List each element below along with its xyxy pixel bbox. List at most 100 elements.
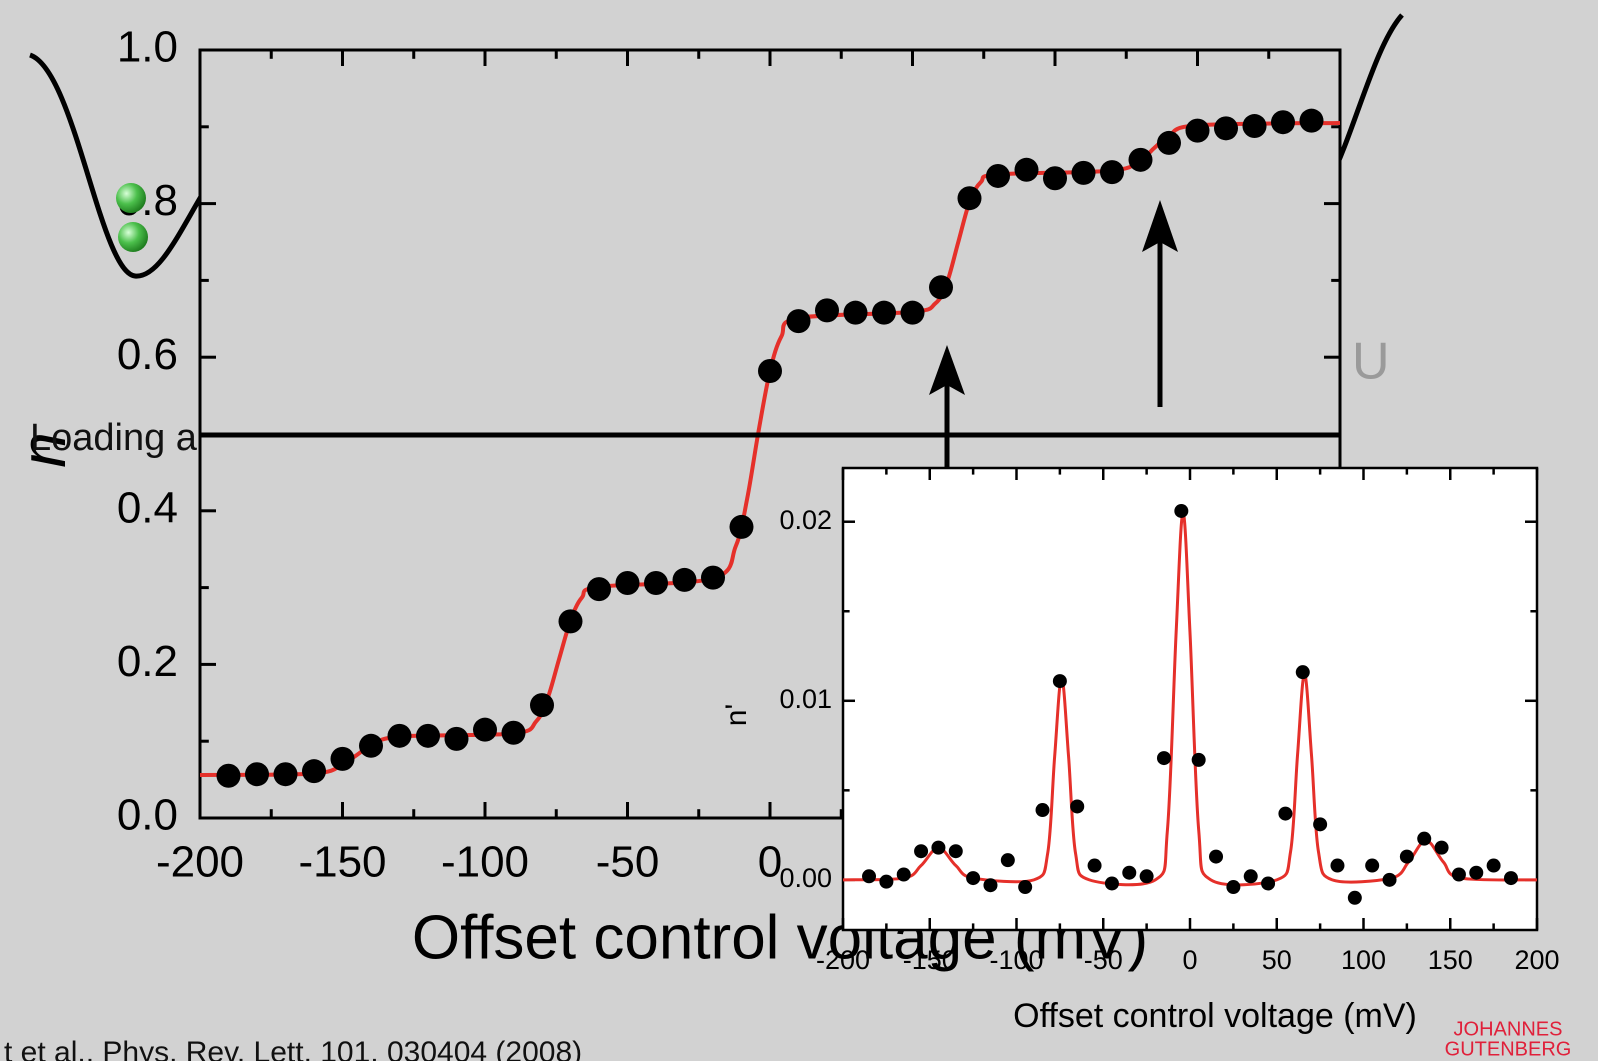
plot-frame <box>841 466 1539 932</box>
logo: JOHANNES <box>1454 1018 1563 1040</box>
y-tick-label: 0.6 <box>117 330 178 379</box>
inset-chart: -200 -150 -100 -50 0 50 100 150 200 0.00 0.01 0.02 O… <box>720 466 1560 1035</box>
x-tick-label: -100 <box>441 838 529 887</box>
data-point <box>879 874 894 889</box>
data-point <box>1417 831 1432 846</box>
data-point <box>587 577 611 602</box>
data-point <box>1128 147 1153 172</box>
data-point <box>672 567 697 592</box>
y-tick-label: 0.2 <box>117 637 178 686</box>
data-point <box>1261 876 1276 891</box>
data-point <box>929 275 953 300</box>
data-point <box>1018 880 1033 895</box>
x-tick-label: -200 <box>156 838 244 887</box>
data-point <box>1052 674 1067 689</box>
y-tick-label: 1.0 <box>117 23 178 72</box>
citation: t et al., Phys. Rev. Lett. 101, 030404 (… <box>4 1036 582 1061</box>
data-point <box>644 570 668 595</box>
data-point <box>1156 751 1171 766</box>
y-tick-label: 0.02 <box>779 505 832 535</box>
data-point <box>1087 858 1102 873</box>
data-point <box>444 726 469 751</box>
y-axis-label: n' <box>720 704 753 726</box>
data-point <box>1191 752 1206 767</box>
data-point <box>1503 871 1518 886</box>
x-tick-label: 100 <box>1341 945 1386 975</box>
data-point <box>1242 114 1267 139</box>
data-point <box>1271 110 1295 135</box>
x-tick-label: 0 <box>1182 945 1197 975</box>
logo: GUTENBERG <box>1445 1038 1572 1060</box>
data-point <box>843 300 868 325</box>
symbol: U <box>1352 333 1390 391</box>
data-point <box>1399 849 1414 864</box>
x-tick-label: -200 <box>816 945 870 975</box>
data-point <box>1174 503 1189 518</box>
slide-text: Loading a <box>30 417 198 459</box>
data-point <box>1043 166 1067 191</box>
data-point <box>615 570 640 595</box>
data-point <box>387 723 412 748</box>
data-point <box>896 867 911 882</box>
data-point <box>966 871 981 886</box>
data-point <box>1214 116 1238 141</box>
data-point <box>914 844 929 859</box>
x-tick-label: 50 <box>1262 945 1292 975</box>
data-point <box>416 723 440 748</box>
data-point <box>1104 876 1119 891</box>
data-point <box>1434 840 1449 855</box>
data-point <box>273 762 298 787</box>
data-point <box>872 300 896 325</box>
x-tick-label: -100 <box>989 945 1043 975</box>
data-point <box>1365 858 1380 873</box>
data-point <box>530 693 554 718</box>
data-point <box>1469 865 1484 880</box>
data-point <box>1313 817 1328 832</box>
data-point <box>1330 858 1345 873</box>
x-tick-label: -150 <box>298 838 386 887</box>
data-point <box>359 733 383 758</box>
data-point <box>957 186 982 211</box>
atom <box>118 222 148 252</box>
data-point <box>1278 806 1293 821</box>
data-point <box>1000 853 1015 868</box>
data-point <box>245 762 269 787</box>
data-point <box>1295 665 1310 680</box>
x-tick-label: -50 <box>596 838 660 887</box>
x-tick-label: -150 <box>903 945 957 975</box>
data-point <box>729 514 754 539</box>
data-point <box>1071 160 1096 185</box>
data-point <box>900 300 925 325</box>
data-point <box>1185 118 1210 143</box>
x-tick-label: -50 <box>1084 945 1123 975</box>
data-point <box>1122 865 1137 880</box>
overlay: Loading a <box>30 183 1340 480</box>
data-point <box>1157 130 1181 155</box>
data-point <box>931 840 946 855</box>
data-point <box>1035 803 1050 818</box>
data-point <box>1014 157 1039 182</box>
data-point <box>948 844 963 859</box>
data-point <box>1451 867 1466 882</box>
data-point <box>862 869 877 884</box>
data-point <box>1486 858 1501 873</box>
data-point <box>815 298 839 323</box>
data-point <box>501 720 526 745</box>
data-point <box>1347 890 1362 905</box>
y-tick-label: 0.00 <box>779 863 832 893</box>
data-point <box>758 359 782 384</box>
data-point <box>1209 849 1224 864</box>
data-point <box>473 717 497 742</box>
atom <box>116 183 146 213</box>
plot-area <box>843 468 1537 930</box>
data-point <box>330 746 355 771</box>
arrow-head <box>929 345 965 395</box>
data-point <box>701 565 725 590</box>
x-tick-label: 200 <box>1514 945 1559 975</box>
data-point <box>1243 869 1258 884</box>
data-point <box>216 763 241 788</box>
data-point <box>302 759 326 784</box>
y-tick-label: 0.4 <box>117 483 178 532</box>
